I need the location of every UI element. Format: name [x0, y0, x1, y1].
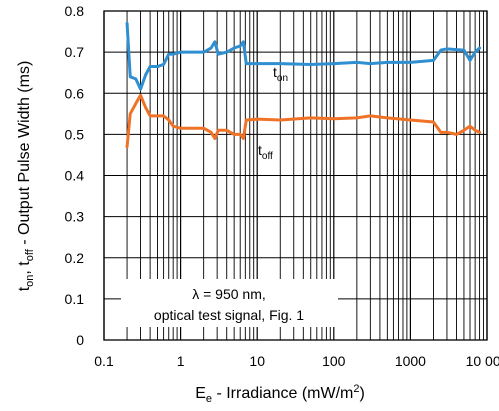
annotation-line-1: λ = 950 nm, — [192, 286, 266, 302]
x-tick-label: 100 — [322, 353, 346, 369]
y-tick-labels: 0 0.1 0.2 0.3 0.4 0.5 0.6 0.7 0.8 — [65, 3, 85, 348]
plot-frame — [103, 10, 488, 341]
series-line-ton — [125, 21, 482, 91]
x-tick-label: 10 000 — [466, 353, 499, 369]
series-label-ton: ton — [273, 64, 288, 84]
y-tick-label: 0.1 — [65, 291, 85, 307]
series-lines — [125, 21, 482, 149]
x-tick-label: 1000 — [395, 353, 426, 369]
y-tick-label: 0.2 — [65, 250, 85, 266]
y-tick-label: 0.6 — [65, 85, 85, 101]
x-tick-labels: 0.1 1 10 100 1000 10 000 — [94, 353, 499, 369]
x-axis-title: Ee - Irradiance (mW/m2) — [195, 383, 365, 405]
series-line-toff — [125, 93, 482, 149]
y-tick-label: 0.4 — [65, 168, 85, 184]
annotation-line-2: optical test signal, Fig. 1 — [154, 307, 304, 323]
series-label-toff: toff — [258, 142, 273, 162]
y-axis-title: ton, toff - Output Pulse Width (ms) — [16, 61, 36, 292]
x-tick-label: 1 — [177, 353, 185, 369]
x-tick-label: 10 — [249, 353, 265, 369]
y-tick-label: 0.8 — [65, 3, 85, 19]
y-tick-label: 0.3 — [65, 209, 85, 225]
y-tick-label: 0.5 — [65, 126, 85, 142]
annotation-box — [121, 279, 338, 327]
x-tick-label: 0.1 — [94, 353, 114, 369]
y-tick-label: 0 — [76, 332, 84, 348]
y-tick-label: 0.7 — [65, 44, 85, 60]
